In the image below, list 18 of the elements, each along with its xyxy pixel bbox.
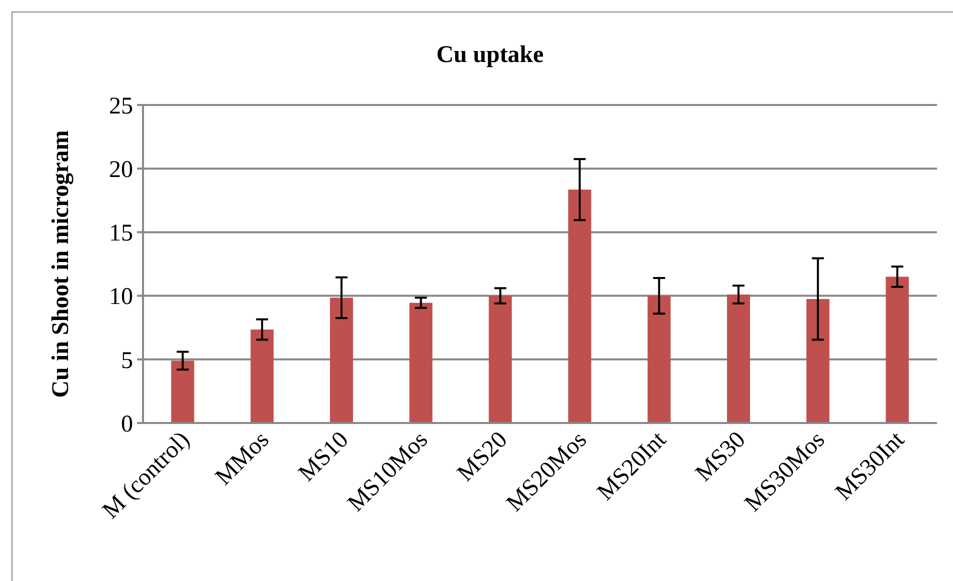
- bar: [171, 360, 194, 423]
- y-tick-label: 15: [109, 220, 133, 247]
- bar: [330, 298, 354, 423]
- y-tick-label: 0: [121, 411, 133, 438]
- y-tick-label: 5: [121, 348, 133, 374]
- bar: [886, 276, 909, 423]
- bar: [409, 302, 432, 423]
- bar: [250, 330, 274, 423]
- bar: [806, 298, 830, 423]
- y-tick-label: 25: [109, 93, 133, 120]
- bar: [488, 296, 512, 423]
- y-tick-label: 20: [109, 157, 133, 183]
- bar: [726, 294, 750, 423]
- bar: [648, 296, 671, 423]
- chart-title: Cu uptake: [436, 42, 544, 68]
- bar: [568, 190, 592, 423]
- y-axis-title: Cu in Shoot in microgram: [48, 130, 74, 398]
- y-tick-label: 10: [109, 284, 133, 310]
